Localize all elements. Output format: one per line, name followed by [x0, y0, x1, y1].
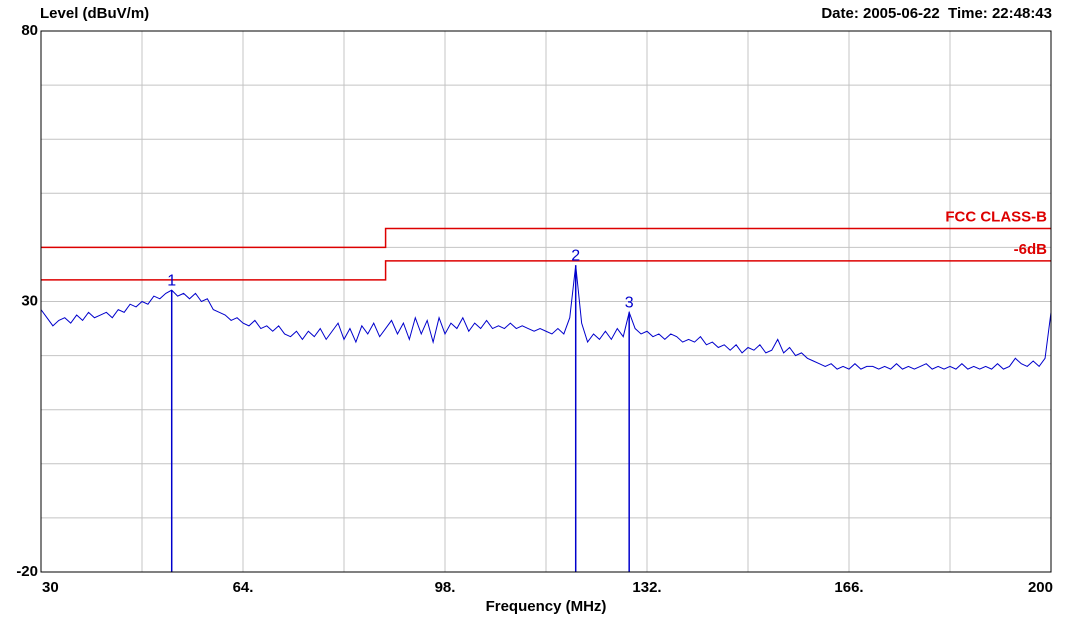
- x-tick-label: 64.: [233, 579, 254, 596]
- limit-label: -6dB: [1014, 241, 1048, 258]
- x-tick-label: 166.: [834, 579, 863, 596]
- timestamp: Date: 2005-06-22 Time: 22:48:43: [821, 5, 1052, 22]
- y-tick-label: -20: [16, 563, 38, 580]
- x-tick-label: 132.: [632, 579, 661, 596]
- marker-label: 3: [625, 295, 634, 312]
- trace: [40, 265, 1052, 370]
- y-axis-title: Level (dBuV/m): [40, 5, 149, 22]
- x-tick-label: 30: [42, 579, 59, 596]
- plot-border: [40, 30, 1052, 573]
- limit-label: FCC CLASS-B: [945, 208, 1047, 225]
- limit-line: [41, 260, 1051, 281]
- y-tick-label: 80: [21, 22, 38, 39]
- marker-label: 1: [167, 272, 176, 289]
- x-tick-label: 200: [1028, 579, 1053, 596]
- y-tick-label: 30: [21, 292, 38, 309]
- limit-line: [41, 227, 1051, 249]
- marker-label: 2: [571, 247, 580, 264]
- x-tick-label: 98.: [435, 579, 456, 596]
- x-axis-title: Frequency (MHz): [486, 598, 607, 615]
